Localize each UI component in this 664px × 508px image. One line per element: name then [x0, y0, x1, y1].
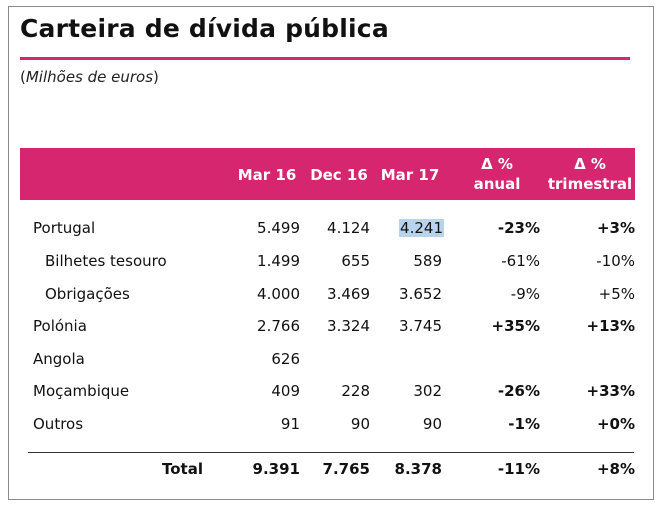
row-label-angola: Angola [33, 350, 85, 368]
cell-outros-dec16: 90 [350, 415, 370, 433]
cell-bilhetes-mar17: 589 [413, 252, 442, 270]
row-label-outros: Outros [33, 415, 84, 433]
table-header-band [20, 148, 635, 200]
cell-obrigacoes-mar16: 4.000 [257, 285, 300, 303]
title-underline [20, 57, 630, 60]
total-separator [28, 452, 634, 453]
header-mar16: Mar 16 [232, 165, 302, 185]
header-mar17-label: Mar 17 [380, 166, 440, 184]
subtitle-units: Milhões de euros [25, 68, 154, 86]
header-delta-trimestral-line2: trimestral [547, 175, 633, 193]
cell-total-delta-trim: +8% [596, 460, 635, 478]
cell-mocambique-mar17: 302 [413, 382, 442, 400]
cell-bilhetes-dec16: 655 [341, 252, 370, 270]
cell-polonia-dec16: 3.324 [327, 317, 370, 335]
cell-obrigacoes-delta-trim: +5% [598, 285, 635, 303]
cell-portugal-mar16: 5.499 [257, 219, 300, 237]
header-mar16-label: Mar 16 [237, 166, 297, 184]
cell-angola-mar16: 626 [271, 350, 300, 368]
row-label-bilhetes: Bilhetes tesouro [45, 252, 167, 270]
row-label-obrigacoes: Obrigações [45, 285, 130, 303]
cell-polonia-mar16: 2.766 [257, 317, 300, 335]
cell-outros-mar16: 91 [280, 415, 300, 433]
cell-total-mar17: 8.378 [394, 460, 442, 478]
cell-bilhetes-mar16: 1.499 [257, 252, 300, 270]
cell-outros-delta-trim: +0% [596, 415, 635, 433]
subtitle-close: ) [153, 68, 159, 86]
cell-bilhetes-delta-anual: -61% [501, 252, 540, 270]
cell-polonia-mar17: 3.745 [399, 317, 442, 335]
cell-total-dec16: 7.765 [322, 460, 370, 478]
cell-outros-delta-anual: -1% [508, 415, 540, 433]
header-delta-anual-line2: anual [473, 175, 521, 193]
cell-obrigacoes-delta-anual: -9% [510, 285, 540, 303]
cell-bilhetes-delta-trim: -10% [596, 252, 635, 270]
cell-total-delta-anual: -11% [497, 460, 540, 478]
cell-portugal-mar17: 4.241 [374, 219, 444, 237]
header-delta-trimestral: Δ % trimestral [540, 154, 640, 194]
selected-cell-text[interactable]: 4.241 [399, 219, 444, 237]
header-delta-trimestral-line1: Δ % [574, 155, 606, 173]
cell-polonia-delta-trim: +13% [586, 317, 635, 335]
header-mar17: Mar 17 [375, 165, 445, 185]
cell-portugal-dec16: 4.124 [327, 219, 370, 237]
cell-mocambique-mar16: 409 [271, 382, 300, 400]
cell-portugal-delta-anual: -23% [497, 219, 540, 237]
header-dec16: Dec 16 [304, 165, 374, 185]
header-delta-anual-line1: Δ % [481, 155, 513, 173]
row-label-portugal: Portugal [33, 219, 96, 237]
cell-obrigacoes-dec16: 3.469 [327, 285, 370, 303]
header-dec16-label: Dec 16 [310, 166, 368, 184]
slide-frame [8, 6, 654, 500]
cell-portugal-delta-trim: +3% [596, 219, 635, 237]
subtitle-open: ( [20, 68, 26, 86]
row-label-polonia: Polónia [33, 317, 87, 335]
cell-outros-mar17: 90 [422, 415, 442, 433]
cell-polonia-delta-anual: +35% [491, 317, 540, 335]
cell-obrigacoes-mar17: 3.652 [399, 285, 442, 303]
page-title: Carteira de dívida pública [20, 14, 389, 43]
cell-total-mar16: 9.391 [252, 460, 300, 478]
row-label-total: Total [162, 460, 203, 478]
row-label-mocambique: Moçambique [33, 382, 130, 400]
cell-mocambique-dec16: 228 [341, 382, 370, 400]
cell-mocambique-delta-anual: -26% [497, 382, 540, 400]
subtitle: (Milhões de euros) [20, 68, 159, 86]
cell-mocambique-delta-trim: +33% [586, 382, 635, 400]
header-delta-anual: Δ % anual [457, 154, 537, 194]
